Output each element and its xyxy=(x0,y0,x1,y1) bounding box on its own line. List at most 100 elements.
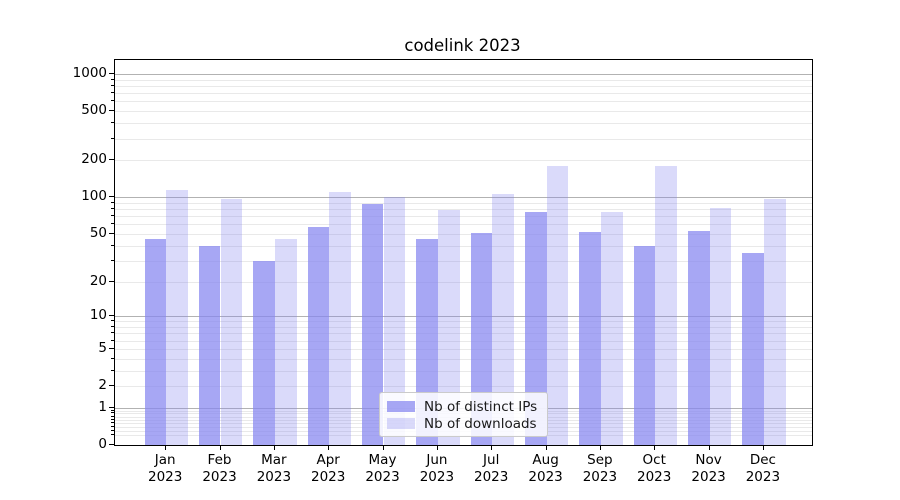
y-minor-tick xyxy=(111,223,114,225)
y-tick xyxy=(109,73,114,74)
x-tick xyxy=(328,445,330,450)
bar-downloads-nov xyxy=(709,207,732,445)
y-minor-tick xyxy=(111,332,114,334)
y-tick xyxy=(109,406,114,408)
y-minor-tick xyxy=(111,201,114,203)
y-tick-label: 10 xyxy=(89,307,107,324)
y-minor-tick xyxy=(111,429,114,431)
x-tick xyxy=(762,445,764,450)
bar-distinct-ips-mar xyxy=(253,260,275,445)
bar-downloads-jan xyxy=(166,189,188,445)
bar-distinct-ips-nov xyxy=(687,230,710,445)
y-minor-tick xyxy=(111,78,114,80)
legend-swatch-distinct-ips xyxy=(387,401,415,412)
y-tick-label: 2 xyxy=(98,377,107,393)
y-tick xyxy=(109,110,114,112)
x-tick xyxy=(545,445,547,450)
x-tick-label: Dec 2023 xyxy=(745,452,781,485)
y-tick-label: 200 xyxy=(81,151,107,168)
y-minor-tick xyxy=(111,369,114,371)
y-tick-label: 1 xyxy=(98,398,107,415)
y-tick-label: 0 xyxy=(98,436,107,452)
x-tick xyxy=(219,445,221,450)
y-minor-tick xyxy=(111,425,114,427)
y-minor-tick xyxy=(111,215,114,217)
bar-downloads-apr xyxy=(329,192,351,445)
y-minor-tick xyxy=(111,208,114,209)
x-tick xyxy=(491,445,493,450)
plot-area xyxy=(114,59,813,446)
y-tick xyxy=(109,159,114,161)
bar-distinct-ips-oct xyxy=(633,245,656,445)
y-minor-tick xyxy=(111,244,114,246)
x-tick xyxy=(708,445,710,450)
gridline-minor xyxy=(115,79,812,81)
x-tick-label: May 2023 xyxy=(365,452,400,485)
x-tick-label: Jul 2023 xyxy=(474,452,509,485)
bar-downloads-oct xyxy=(655,165,677,445)
x-tick xyxy=(436,445,438,450)
y-minor-tick xyxy=(111,415,114,417)
legend-item-distinct-ips: Nb of distinct IPs xyxy=(387,398,540,415)
y-tick xyxy=(109,196,114,198)
y-tick-label: 100 xyxy=(81,188,107,205)
gridline-minor xyxy=(115,111,812,113)
x-tick-label: Sep 2023 xyxy=(582,452,618,485)
bar-downloads-feb xyxy=(220,198,243,445)
bar-downloads-aug xyxy=(546,165,569,445)
y-tick xyxy=(109,385,114,386)
y-minor-tick xyxy=(111,259,114,261)
bar-distinct-ips-feb xyxy=(198,245,221,445)
x-tick-label: Mar 2023 xyxy=(256,452,292,485)
gridline-minor xyxy=(115,138,812,140)
bar-distinct-ips-jan xyxy=(144,239,167,445)
x-tick xyxy=(165,445,167,450)
legend-label: Nb of downloads xyxy=(424,415,537,432)
bar-downloads-dec xyxy=(763,198,786,445)
y-minor-tick xyxy=(111,357,114,359)
legend-label: Nb of distinct IPs xyxy=(424,398,538,415)
bar-downloads-jul xyxy=(492,193,514,445)
y-minor-tick xyxy=(111,100,114,102)
gridline-major xyxy=(115,74,812,75)
y-tick-label: 20 xyxy=(89,272,107,289)
bar-distinct-ips-sep xyxy=(579,231,601,445)
bar-downloads-sep xyxy=(600,212,623,445)
chart-title: codelink 2023 xyxy=(404,36,521,55)
y-tick xyxy=(109,444,114,445)
y-minor-tick xyxy=(111,412,114,414)
y-tick-label: 50 xyxy=(89,224,107,241)
gridline-minor xyxy=(115,101,812,103)
y-minor-tick xyxy=(111,85,114,86)
y-minor-tick xyxy=(111,434,114,436)
bar-distinct-ips-dec xyxy=(742,252,764,445)
y-minor-tick xyxy=(111,339,114,341)
y-tick xyxy=(109,315,114,317)
legend-swatch-downloads xyxy=(387,418,415,429)
y-minor-tick xyxy=(111,409,114,411)
gridline-minor xyxy=(115,86,812,87)
y-minor-tick xyxy=(111,326,114,327)
x-tick-label: Jan 2023 xyxy=(148,452,183,485)
y-minor-tick xyxy=(111,320,114,322)
legend: Nb of distinct IPs Nb of downloads xyxy=(379,392,548,437)
y-tick xyxy=(109,347,114,349)
x-tick-label: Oct 2023 xyxy=(637,452,672,485)
bar-downloads-may xyxy=(383,197,406,445)
y-minor-tick xyxy=(111,422,114,424)
x-tick-label: Apr 2023 xyxy=(311,452,346,485)
gridline-minor xyxy=(115,93,812,95)
x-tick-label: Jun 2023 xyxy=(419,452,455,485)
x-tick xyxy=(599,445,601,450)
gridline-minor xyxy=(115,123,812,125)
bar-downloads-mar xyxy=(274,239,297,445)
x-tick xyxy=(273,445,275,450)
y-tick xyxy=(109,280,114,282)
y-minor-tick xyxy=(111,122,114,124)
x-tick xyxy=(654,445,656,450)
y-tick-label: 5 xyxy=(98,339,107,356)
legend-item-downloads: Nb of downloads xyxy=(387,415,540,432)
y-minor-tick xyxy=(111,92,114,94)
y-tick-label: 500 xyxy=(81,102,107,119)
